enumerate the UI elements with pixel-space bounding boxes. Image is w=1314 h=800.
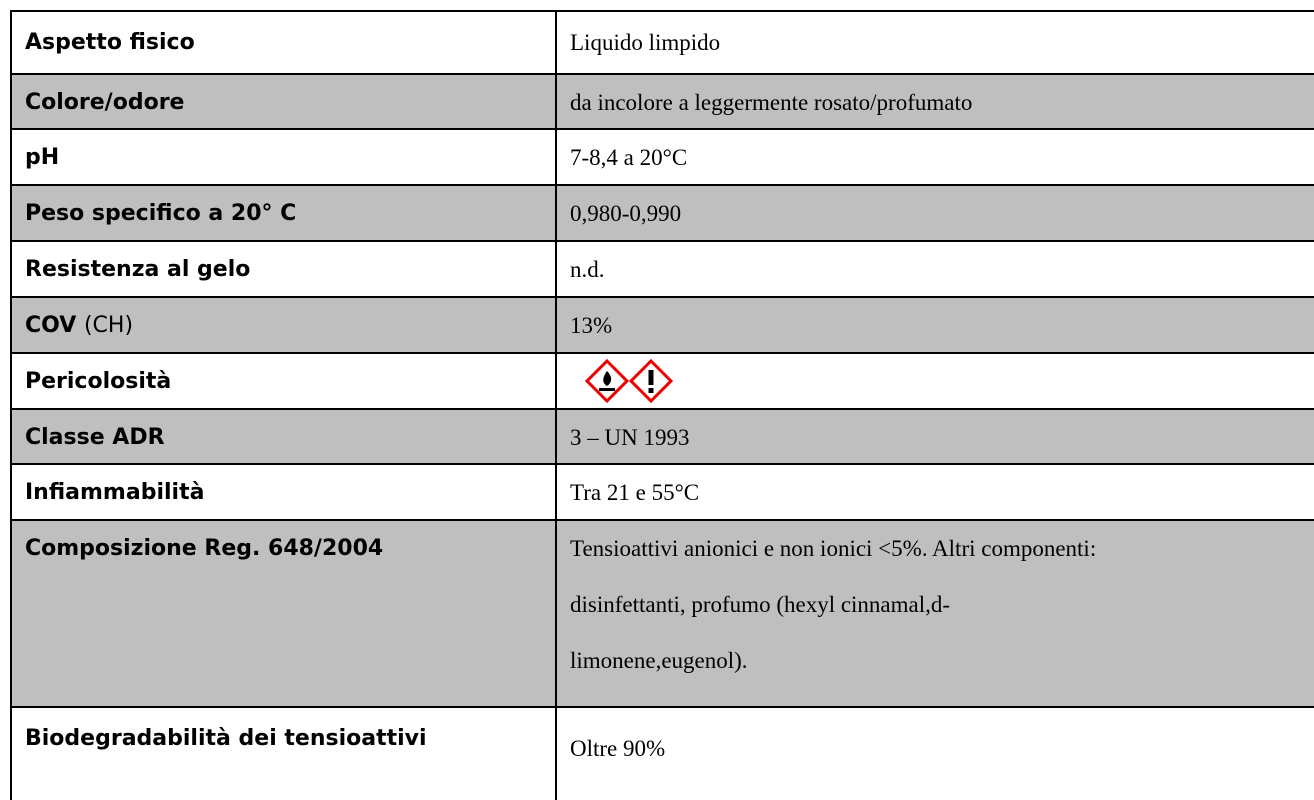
page: Aspetto fisico Liquido limpido Colore/odor… — [10, 10, 1314, 800]
value: 3 – UN 1993 — [570, 425, 690, 450]
label-cell: COV (CH) — [10, 298, 555, 352]
table-row: Infiammabilità Tra 21 e 55°C — [10, 463, 1314, 519]
label: Colore/odore — [25, 90, 185, 115]
flammable-pictogram — [585, 359, 630, 404]
table-row: pH 7-8,4 a 20°C — [10, 128, 1314, 184]
label: Aspetto fisico — [25, 30, 195, 55]
table-row: Peso specifico a 20° C 0,980-0,990 — [10, 184, 1314, 240]
label-cell: Colore/odore — [10, 75, 555, 128]
value: 13% — [570, 313, 613, 338]
label: Biodegradabilità dei tensioattivi — [25, 726, 427, 751]
label: Resistenza al gelo — [25, 257, 251, 282]
label-cell: Pericolosità — [10, 354, 555, 408]
value-cell: da incolore a leggermente rosato/profuma… — [555, 75, 1314, 128]
value: da incolore a leggermente rosato/profuma… — [570, 90, 973, 115]
label: Infiammabilità — [25, 480, 205, 505]
table-row: COV (CH) 13% — [10, 296, 1314, 352]
label-cell: Composizione Reg. 648/2004 — [10, 521, 555, 706]
value-line: disinfettanti, profumo (hexyl cinnamal,d… — [570, 592, 951, 617]
label-cell: Classe ADR — [10, 410, 555, 463]
table-row: Aspetto fisico Liquido limpido — [10, 10, 1314, 73]
value: 7-8,4 a 20°C — [570, 145, 688, 170]
value-cell: 7-8,4 a 20°C — [555, 130, 1314, 184]
label-cell: Aspetto fisico — [10, 12, 555, 73]
value-cell: Liquido limpido — [555, 12, 1314, 73]
table-row: Classe ADR 3 – UN 1993 — [10, 408, 1314, 463]
value-line: limonene,eugenol). — [570, 648, 748, 673]
label-cell: Peso specifico a 20° C — [10, 186, 555, 240]
table-row: Colore/odore da incolore a leggermente ro… — [10, 73, 1314, 128]
value-cell: n.d. — [555, 242, 1314, 296]
label-cell: Resistenza al gelo — [10, 242, 555, 296]
label: COV — [25, 313, 77, 338]
label-cell: Biodegradabilità dei tensioattivi — [10, 708, 555, 800]
value-cell: 3 – UN 1993 — [555, 410, 1314, 463]
value-cell: Tra 21 e 55°C — [555, 465, 1314, 519]
value-cell: Oltre 90% — [555, 708, 1314, 800]
table-row: Resistenza al gelo n.d. — [10, 240, 1314, 296]
value-cell: Tensioattivi anionici e non ionici <5%. … — [555, 521, 1314, 706]
table-row: Biodegradabilità dei tensioattivi Oltre 9… — [10, 706, 1314, 800]
label: Composizione Reg. 648/2004 — [25, 536, 384, 561]
hazard-pictograms — [585, 359, 674, 404]
table-row: Composizione Reg. 648/2004 Tensioattivi a… — [10, 519, 1314, 706]
label: Classe ADR — [25, 425, 165, 450]
label: Peso specifico a 20° C — [25, 201, 297, 226]
label-cell: Infiammabilità — [10, 465, 555, 519]
value-cell: 0,980-0,990 — [555, 186, 1314, 240]
value: Tra 21 e 55°C — [570, 480, 700, 505]
exclamation-pictogram — [628, 359, 674, 404]
label-cell: pH — [10, 130, 555, 184]
value-cell: 13% — [555, 298, 1314, 352]
value: Liquido limpido — [570, 30, 721, 55]
label-note: (CH) — [83, 313, 134, 338]
label: pH — [25, 145, 60, 170]
value: 0,980-0,990 — [570, 201, 682, 226]
value: Oltre 90% — [570, 736, 666, 761]
value-cell — [555, 354, 1314, 408]
value: n.d. — [570, 257, 605, 282]
value-line: Tensioattivi anionici e non ionici <5%. … — [570, 536, 1097, 561]
table-row: Pericolosità — [10, 352, 1314, 408]
label: Pericolosità — [25, 369, 172, 394]
